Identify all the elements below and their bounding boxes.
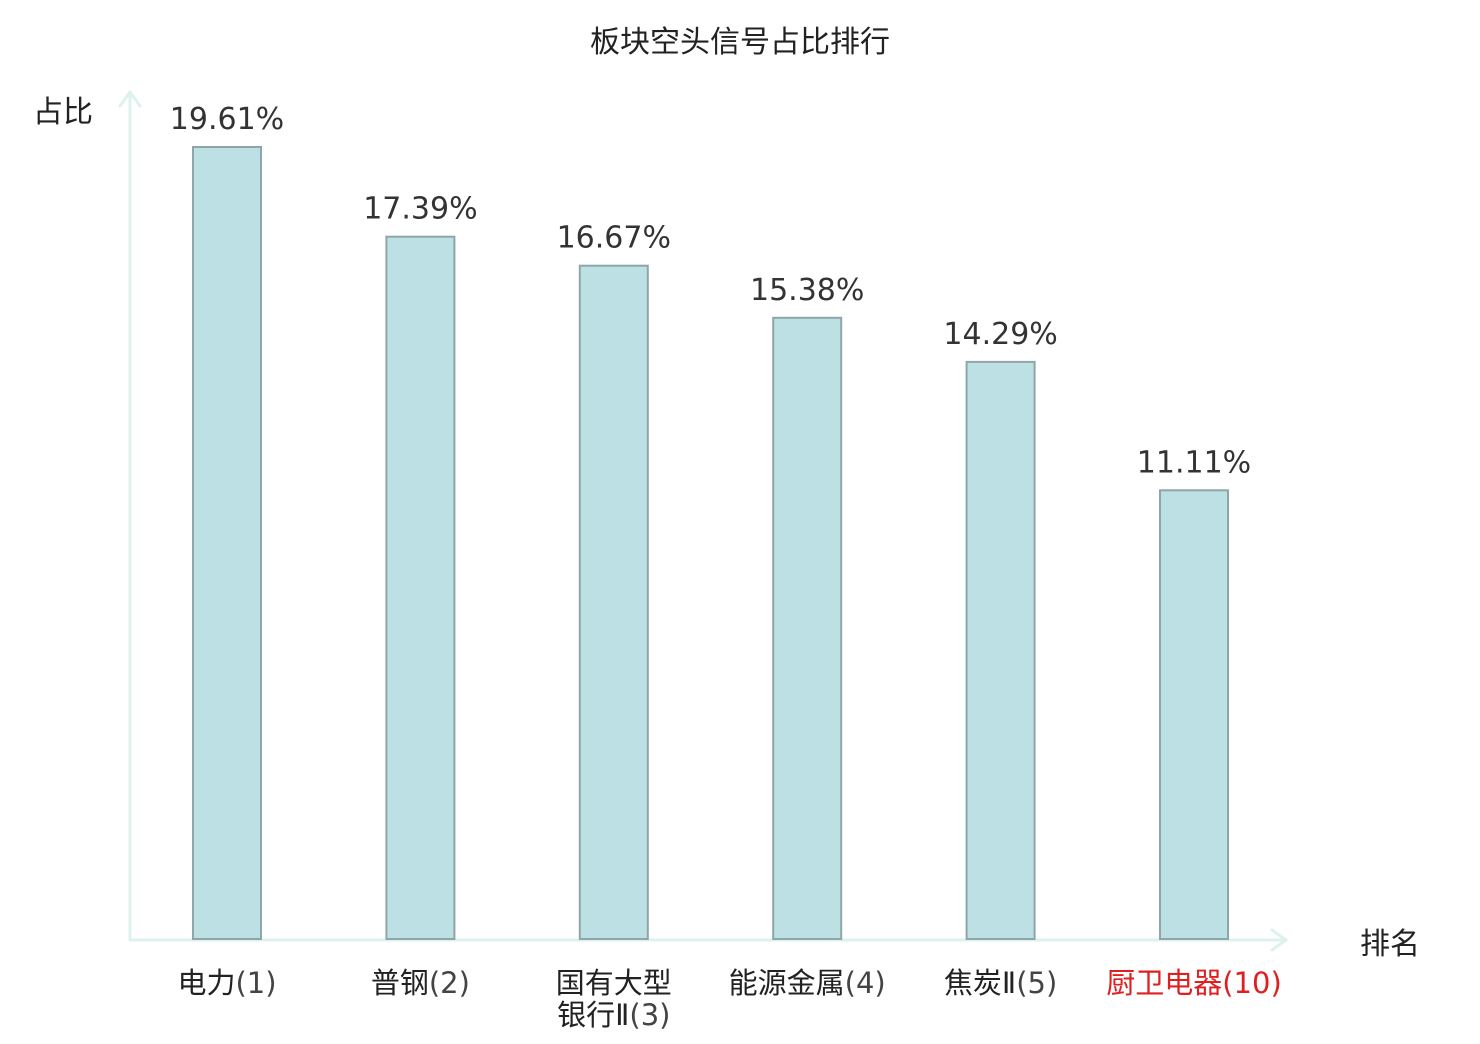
- bar: [578, 264, 649, 940]
- category-label: 银行Ⅱ(3): [557, 998, 670, 1032]
- value-label: 19.61%: [170, 102, 284, 137]
- category-label: 厨卫电器(10): [1106, 966, 1282, 1000]
- chart-title: 板块空头信号占比排行: [590, 25, 890, 60]
- bar: [192, 146, 262, 940]
- value-labels-group: 19.61% 17.39% 16.67% 15.38% 14.29% 11.11%: [170, 102, 1251, 480]
- category-rank: (1): [235, 966, 276, 1000]
- category-label: 普钢(2): [371, 966, 470, 1000]
- category-label: 焦炭Ⅱ(5): [944, 966, 1057, 1000]
- value-label: 11.11%: [1137, 445, 1251, 480]
- bar: [385, 235, 456, 940]
- category-label: 国有大型: [556, 966, 672, 1000]
- y-axis-arrow: [118, 90, 142, 108]
- bar: [1159, 489, 1229, 940]
- category-name: 能源金属: [729, 966, 845, 1000]
- x-axis-label: 排名: [1360, 927, 1420, 962]
- category-name: 电力: [177, 966, 235, 1000]
- category-rank: (2): [429, 966, 470, 1000]
- category-name: 厨卫电器: [1106, 966, 1222, 1000]
- value-label: 14.29%: [943, 317, 1057, 352]
- y-axis-label: 占比: [33, 95, 93, 130]
- bar: [772, 316, 843, 940]
- axes: [118, 90, 1288, 952]
- category-rank: (5): [1016, 966, 1057, 1000]
- category-rank: (4): [845, 966, 886, 1000]
- category-label: 电力(1): [177, 966, 276, 1000]
- value-label: 17.39%: [363, 192, 477, 227]
- value-label: 16.67%: [557, 221, 671, 256]
- x-axis-arrow: [1270, 928, 1288, 952]
- category-name: 焦炭Ⅱ: [944, 966, 1016, 1000]
- bar: [965, 360, 1036, 940]
- category-name: 国有大型: [556, 966, 672, 1000]
- category-name: 银行Ⅱ: [557, 998, 629, 1032]
- value-label: 15.38%: [750, 273, 864, 308]
- category-rank: (3): [629, 998, 670, 1032]
- category-name: 普钢: [371, 966, 429, 1000]
- category-label: 能源金属(4): [729, 966, 886, 1000]
- category-rank: (10): [1222, 966, 1282, 1000]
- bars-group: [192, 146, 1229, 940]
